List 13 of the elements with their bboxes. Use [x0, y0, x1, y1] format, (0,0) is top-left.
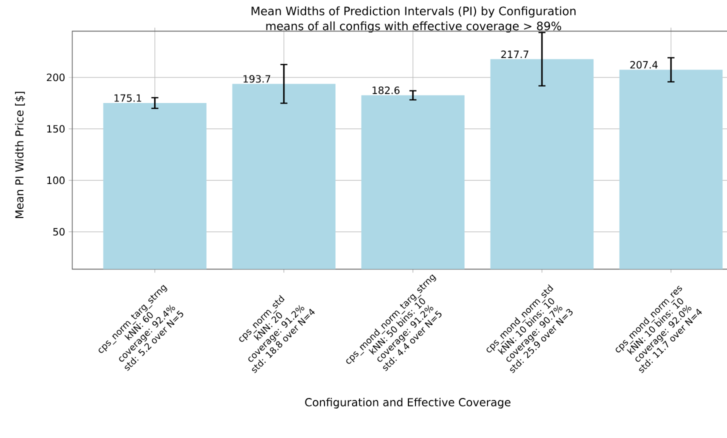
- y-tick-label: 50: [53, 228, 65, 236]
- data-label: 207.4: [630, 61, 658, 69]
- chart-subtitle: means of all configs with effective coverage > 89%: [266, 21, 562, 33]
- y-tick-label: 100: [47, 176, 65, 184]
- data-label: 175.1: [114, 94, 142, 102]
- y-tick-label: 150: [47, 125, 65, 133]
- data-label: 217.7: [501, 50, 528, 58]
- y-tick-label: 200: [46, 74, 65, 82]
- y-axis-title: Mean PI Width Price [$]: [15, 92, 25, 218]
- data-label: 193.7: [244, 75, 270, 83]
- x-axis-title: Configuration and Effective Coverage: [305, 398, 510, 408]
- chart-title: Mean Widths of Prediction Intervals (PI) by Configuration: [252, 6, 576, 18]
- data-label: 182.6: [372, 86, 400, 94]
